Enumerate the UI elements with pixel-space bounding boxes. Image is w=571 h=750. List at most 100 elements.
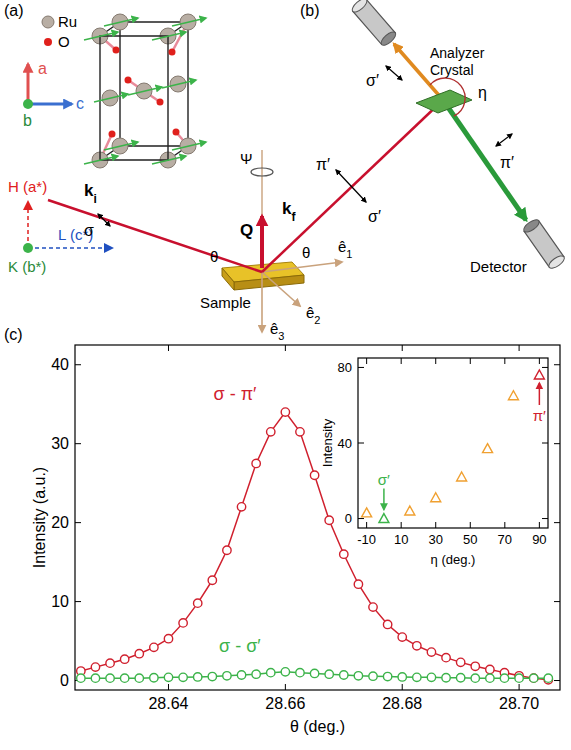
circle-marker (296, 668, 304, 676)
circle-marker (325, 516, 333, 524)
circle-marker (471, 662, 479, 670)
annotation-arrow (539, 383, 541, 405)
x-tick-label: 50 (463, 532, 477, 547)
panel-label: (c) (4, 326, 23, 343)
analyzer-label: Analyzer (430, 45, 485, 61)
circle-marker (340, 671, 348, 679)
circle-marker (179, 619, 187, 627)
label-base: ê (306, 304, 314, 321)
circle-marker (237, 671, 245, 679)
plot-marks (362, 370, 545, 523)
circle-marker (500, 674, 508, 682)
spin-arrow (104, 142, 138, 150)
legend-label: Ru (58, 13, 77, 30)
x-tick (401, 358, 402, 364)
x-tick (168, 684, 169, 690)
annotation-arrow (383, 489, 385, 510)
series-label: σ - π′ (214, 384, 258, 404)
y-tick-label: 10 (51, 593, 69, 610)
circle-marker (252, 459, 260, 467)
circle-marker (442, 653, 450, 661)
detector-label: Detector (470, 258, 527, 275)
circle-marker (194, 599, 202, 607)
circle-marker (369, 603, 377, 611)
x-tick (470, 358, 471, 364)
y-tick (75, 364, 81, 365)
circle-marker (281, 408, 289, 416)
y-tick-label: 0 (345, 511, 352, 526)
o-atom (169, 49, 176, 56)
circle-marker (120, 655, 128, 663)
panel-label: (a) (4, 2, 24, 19)
circle-marker (223, 546, 231, 554)
o-atom (113, 47, 120, 54)
psi-axis (261, 150, 262, 220)
circle-marker (120, 674, 128, 682)
x-tick (401, 522, 402, 528)
triangle-marker (508, 391, 518, 400)
y-tick-label: 40 (51, 356, 69, 373)
triangle-marker (457, 472, 467, 481)
circle-marker (164, 673, 172, 681)
circle-marker (413, 673, 421, 681)
circle-marker (91, 674, 99, 682)
pi-out-beam (443, 100, 526, 220)
circle-marker (456, 658, 464, 666)
x-tick (168, 345, 169, 351)
pol-label: σ′ (366, 72, 379, 89)
plot-frame (75, 345, 560, 690)
spin-arrow (172, 18, 206, 26)
circle-marker (530, 674, 538, 682)
circle-marker (164, 634, 172, 642)
detector-face (379, 30, 398, 48)
circle-marker (456, 674, 464, 682)
pol-arrow (496, 134, 512, 146)
x-tick (402, 684, 403, 690)
circle-marker (486, 665, 494, 673)
y-tick (554, 364, 560, 365)
x-tick (435, 358, 436, 364)
label-base: ê (270, 320, 278, 337)
axis-k (23, 243, 33, 253)
detector-end (547, 254, 566, 271)
x-tick (519, 684, 520, 690)
y-tick (358, 443, 364, 444)
spin-arrow (94, 94, 128, 102)
q-label: Q (240, 221, 253, 240)
x-tick (539, 358, 540, 364)
label-base: ê (338, 238, 346, 255)
detector (350, 0, 398, 48)
x-tick (470, 522, 471, 528)
legend-swatch (42, 16, 54, 28)
y-tick-label: 20 (51, 514, 69, 531)
pol-label: π′ (500, 154, 514, 171)
circle-marker (383, 672, 391, 680)
y-tick-label: 40 (338, 436, 352, 451)
annotation: σ′ (378, 471, 390, 488)
spin-arrow (152, 156, 186, 164)
y-tick (554, 443, 560, 444)
x-tick (402, 345, 403, 351)
k-out-label: kf (282, 199, 296, 224)
axis-a (27, 64, 30, 104)
o-atom (125, 77, 132, 84)
circle-marker (179, 673, 187, 681)
k-out-beam (262, 100, 443, 272)
figure: (a)RuOacbH (a*)L (c*)K (b*)(b)Sampleê1ê2… (0, 0, 571, 750)
e3-arrow (261, 272, 263, 332)
x-tick (504, 522, 505, 528)
pol-arrow (98, 214, 110, 226)
circle-marker (91, 663, 99, 671)
spin-arrow (104, 18, 138, 26)
x-tick (539, 522, 540, 528)
circle-marker (544, 674, 552, 682)
analyzer-label: Crystal (430, 62, 474, 78)
circle-marker (267, 428, 275, 436)
circle-marker (354, 672, 362, 680)
x-tick-label: 28.66 (265, 695, 305, 712)
analyzer-crystal (416, 90, 472, 113)
spin-arrow (162, 80, 196, 88)
circle-marker (135, 649, 143, 657)
circle-marker (77, 674, 85, 682)
o-atom (157, 99, 164, 106)
